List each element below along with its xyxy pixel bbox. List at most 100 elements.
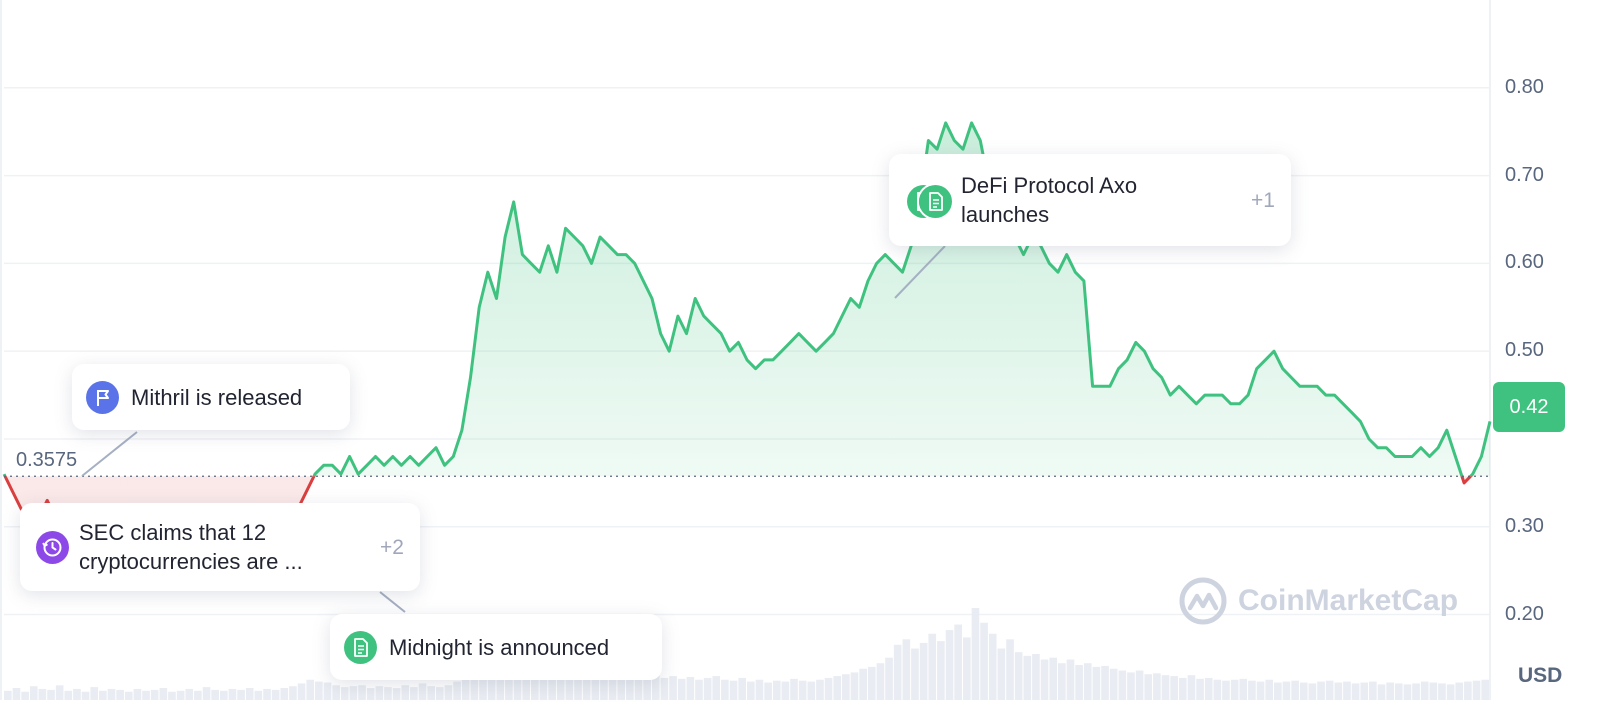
- volume-bar: [64, 690, 73, 700]
- volume-bar: [1282, 681, 1291, 700]
- volume-bar: [997, 648, 1006, 700]
- volume-bar: [1170, 676, 1178, 700]
- volume-bar: [306, 679, 315, 700]
- volume-bar: [1144, 674, 1153, 700]
- volume-bar: [1343, 681, 1351, 700]
- volume-bar: [1083, 663, 1092, 700]
- volume-bar: [790, 678, 798, 700]
- volume-bar: [1403, 684, 1412, 700]
- volume-bar: [1481, 679, 1489, 700]
- volume-bar: [1049, 657, 1058, 700]
- volume-bar: [1394, 683, 1403, 700]
- volume-bar: [1248, 680, 1256, 700]
- volume-bar: [185, 688, 194, 700]
- event-text: Midnight is announced: [389, 634, 610, 660]
- volume-bar: [548, 668, 556, 700]
- volume-bar: [712, 676, 721, 700]
- volume-bar: [479, 668, 487, 700]
- volume-bar: [1066, 659, 1075, 700]
- volume-bar: [651, 675, 660, 700]
- volume-bar: [600, 669, 608, 700]
- event-callout-midnight[interactable]: Midnight is announced: [330, 614, 662, 680]
- volume-bar: [885, 657, 893, 700]
- volume-bar: [271, 689, 280, 700]
- volume-bar: [219, 690, 228, 700]
- y-tick-label: 0.50: [1505, 339, 1544, 362]
- volume-bar: [660, 677, 669, 700]
- more-events-count[interactable]: +2: [380, 535, 404, 559]
- volume-bar: [1204, 677, 1213, 700]
- volume-bar: [686, 677, 695, 700]
- event-text: DeFi Protocol Axo launches: [961, 173, 1138, 227]
- volume-bar: [107, 688, 116, 700]
- volume-bar: [505, 661, 513, 700]
- volume-bar: [228, 688, 237, 700]
- volume-bar: [194, 690, 202, 700]
- volume-bar: [1369, 681, 1377, 700]
- event-connector-line: [894, 245, 946, 299]
- volume-bar: [1299, 682, 1308, 700]
- volume-bar: [315, 681, 323, 700]
- event-connector-line: [81, 431, 138, 477]
- event-callout-mithril[interactable]: Mithril is released: [72, 364, 350, 430]
- volume-bar: [487, 672, 496, 700]
- volume-bar: [893, 644, 902, 700]
- volume-bar: [945, 630, 954, 700]
- volume-bar: [124, 691, 133, 700]
- volume-bar: [747, 681, 755, 700]
- volume-bar: [1127, 672, 1135, 700]
- volume-bar: [1274, 682, 1282, 700]
- event-text: SEC claims that 12 cryptocurrencies are …: [79, 520, 303, 574]
- volume-bar: [1420, 681, 1429, 700]
- volume-bar: [1075, 665, 1083, 700]
- volume-bar: [1178, 677, 1187, 700]
- event-callout-defi[interactable]: DeFi Protocol Axo launches +1: [889, 154, 1291, 246]
- volume-bar: [729, 680, 738, 700]
- event-callout-sec[interactable]: SEC claims that 12 cryptocurrencies are …: [20, 503, 420, 591]
- volume-bar: [850, 672, 859, 700]
- y-tick-label: 0.20: [1505, 602, 1544, 625]
- volume-bar: [1058, 663, 1066, 700]
- volume-bar: [29, 686, 38, 700]
- volume-bar: [176, 690, 185, 700]
- volume-bar: [876, 663, 885, 700]
- volume-bar: [807, 681, 816, 700]
- volume-bar: [1412, 683, 1420, 700]
- stacked-document-icons: [905, 182, 954, 220]
- volume-bar: [911, 648, 919, 700]
- event-connector-line: [379, 591, 406, 613]
- clock-history-icon: [36, 530, 69, 564]
- volume-bar: [1360, 682, 1369, 700]
- volume-bar: [1386, 682, 1394, 700]
- more-events-count[interactable]: +1: [1251, 188, 1275, 212]
- volume-bar: [565, 670, 574, 700]
- volume-bar: [962, 637, 971, 700]
- volume-bar: [591, 671, 600, 700]
- current-price-tag: 0.42: [1493, 382, 1565, 432]
- volume-bar: [1317, 681, 1325, 700]
- volume-bar: [1118, 670, 1127, 700]
- volume-bar: [824, 677, 833, 700]
- volume-bar: [513, 663, 522, 700]
- volume-bar: [1325, 680, 1334, 700]
- volume-bar: [1230, 679, 1239, 700]
- volume-bar: [1213, 679, 1222, 700]
- volume-bar: [99, 690, 107, 700]
- volume-bar: [859, 668, 867, 700]
- volume-bar: [1438, 683, 1446, 700]
- volume-bar: [1006, 639, 1014, 700]
- volume-bar: [142, 690, 150, 700]
- volume-bar: [971, 608, 980, 700]
- volume-bar: [764, 682, 772, 700]
- volume-bar: [470, 672, 479, 700]
- volume-bar: [1023, 655, 1032, 700]
- volume-bar: [21, 691, 29, 700]
- volume-bar: [444, 685, 453, 700]
- volume-bar: [1040, 659, 1049, 700]
- volume-bar: [582, 672, 591, 700]
- volume-bar: [168, 691, 176, 700]
- volume-bar: [634, 674, 643, 700]
- volume-bar: [703, 677, 712, 700]
- volume-bar: [1135, 670, 1144, 700]
- volume-bar: [1256, 681, 1265, 700]
